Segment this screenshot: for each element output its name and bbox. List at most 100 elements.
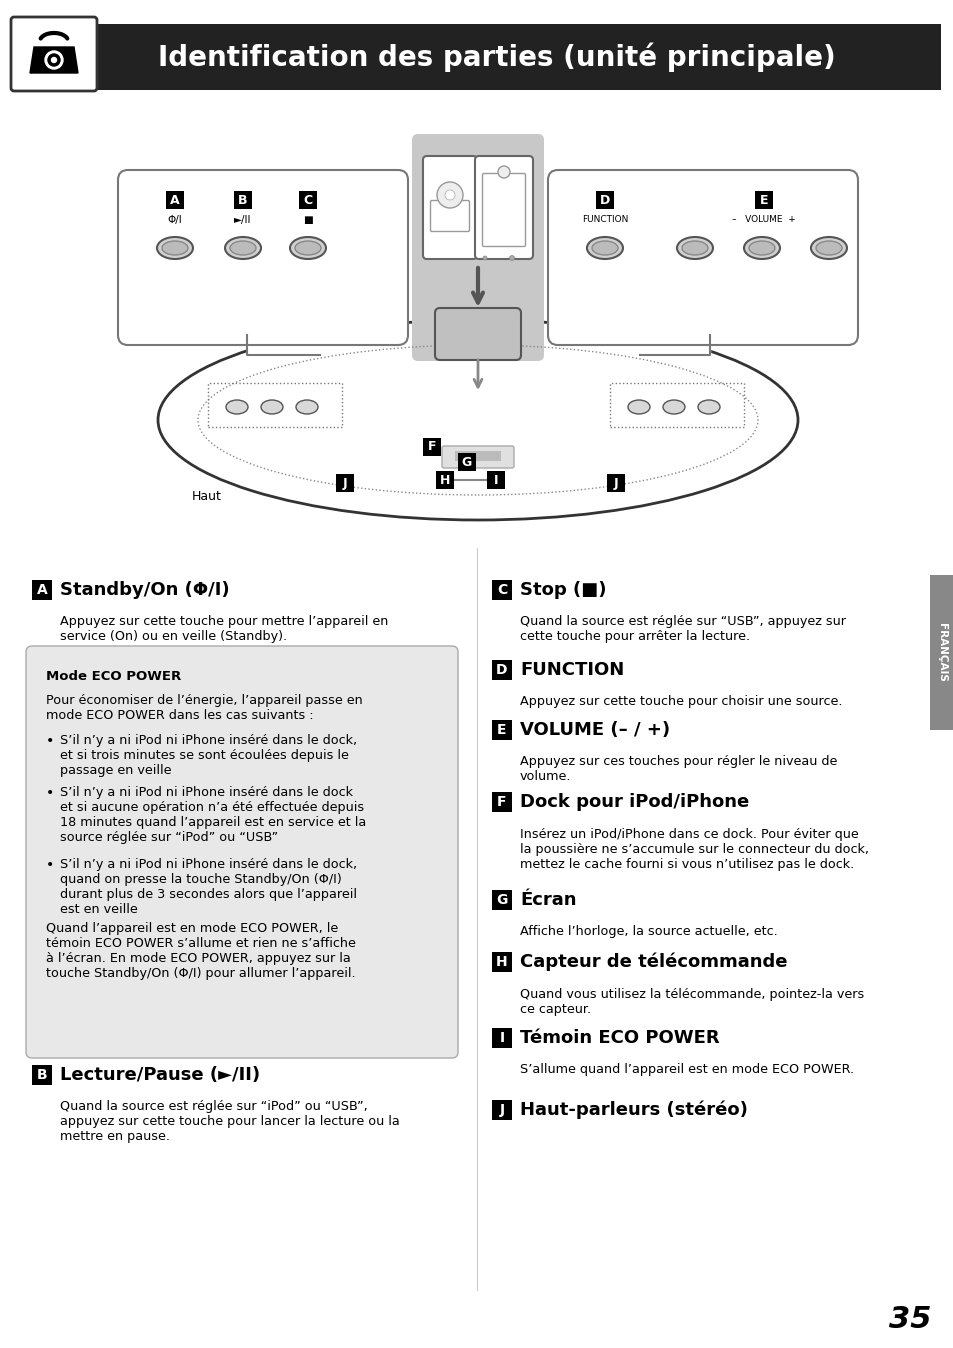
Ellipse shape	[162, 241, 188, 255]
FancyBboxPatch shape	[455, 452, 500, 461]
FancyBboxPatch shape	[430, 201, 469, 232]
FancyBboxPatch shape	[492, 720, 512, 740]
Text: Dock pour iPod/iPhone: Dock pour iPod/iPhone	[519, 793, 748, 811]
Text: D: D	[599, 194, 610, 206]
Text: S’il n’y a ni iPod ni iPhone inséré dans le dock,
et si trois minutes se sont éc: S’il n’y a ni iPod ni iPhone inséré dans…	[60, 735, 356, 776]
Text: J: J	[499, 1103, 504, 1117]
FancyBboxPatch shape	[486, 470, 504, 489]
Text: B: B	[36, 1068, 48, 1082]
FancyBboxPatch shape	[475, 156, 533, 259]
Text: H: H	[439, 473, 450, 487]
Ellipse shape	[677, 237, 712, 259]
Ellipse shape	[295, 400, 317, 414]
FancyBboxPatch shape	[492, 661, 512, 679]
Ellipse shape	[225, 237, 261, 259]
FancyBboxPatch shape	[412, 133, 543, 361]
Circle shape	[482, 256, 486, 260]
Polygon shape	[30, 47, 78, 73]
Circle shape	[444, 190, 455, 200]
Text: VOLUME (– / +): VOLUME (– / +)	[519, 721, 669, 739]
Text: Témoin ECO POWER: Témoin ECO POWER	[519, 1029, 719, 1047]
Text: •: •	[46, 786, 54, 799]
FancyBboxPatch shape	[118, 170, 408, 345]
Text: Insérez un iPod/iPhone dans ce dock. Pour éviter que
la poussière ne s’accumule : Insérez un iPod/iPhone dans ce dock. Pou…	[519, 828, 868, 871]
FancyBboxPatch shape	[606, 474, 624, 492]
Circle shape	[51, 58, 56, 62]
FancyBboxPatch shape	[422, 438, 440, 456]
FancyBboxPatch shape	[596, 191, 614, 209]
Text: Φ/I: Φ/I	[168, 214, 182, 225]
Text: Capteur de télécommande: Capteur de télécommande	[519, 953, 786, 972]
FancyBboxPatch shape	[492, 952, 512, 972]
Text: Écran: Écran	[519, 891, 576, 909]
FancyBboxPatch shape	[441, 446, 514, 468]
FancyBboxPatch shape	[547, 170, 857, 345]
Text: S’allume quand l’appareil est en mode ECO POWER.: S’allume quand l’appareil est en mode EC…	[519, 1064, 853, 1076]
Ellipse shape	[261, 400, 283, 414]
FancyBboxPatch shape	[492, 890, 512, 910]
Text: F: F	[427, 441, 436, 453]
Bar	[95, 24, 940, 90]
Text: Quand l’appareil est en mode ECO POWER, le
témoin ECO POWER s’allume et rien ne : Quand l’appareil est en mode ECO POWER, …	[46, 922, 355, 980]
Polygon shape	[247, 336, 319, 355]
FancyBboxPatch shape	[422, 156, 476, 259]
FancyBboxPatch shape	[492, 580, 512, 600]
Text: Lecture/Pause (►/II): Lecture/Pause (►/II)	[60, 1066, 260, 1084]
FancyBboxPatch shape	[11, 18, 97, 92]
Text: –   VOLUME  +: – VOLUME +	[731, 216, 795, 225]
Ellipse shape	[230, 241, 255, 255]
Text: E: E	[759, 194, 767, 206]
Text: A: A	[170, 194, 179, 206]
FancyBboxPatch shape	[32, 1065, 52, 1085]
Text: Appuyez sur ces touches pour régler le niveau de
volume.: Appuyez sur ces touches pour régler le n…	[519, 755, 837, 783]
FancyBboxPatch shape	[492, 1029, 512, 1047]
Text: Affiche l’horloge, la source actuelle, etc.: Affiche l’horloge, la source actuelle, e…	[519, 925, 777, 938]
Ellipse shape	[681, 241, 707, 255]
Ellipse shape	[226, 400, 248, 414]
Text: Standby/On (Φ/I): Standby/On (Φ/I)	[60, 581, 230, 599]
FancyBboxPatch shape	[492, 793, 512, 811]
Ellipse shape	[592, 241, 618, 255]
Text: J: J	[342, 476, 347, 489]
Text: B: B	[238, 194, 248, 206]
Text: H: H	[496, 954, 507, 969]
Bar	[929, 576, 953, 731]
Text: 35: 35	[888, 1305, 930, 1335]
Ellipse shape	[158, 319, 797, 520]
FancyBboxPatch shape	[492, 1100, 512, 1120]
Ellipse shape	[586, 237, 622, 259]
Text: D: D	[496, 663, 507, 677]
Ellipse shape	[698, 400, 720, 414]
Circle shape	[497, 166, 510, 178]
Text: Appuyez sur cette touche pour mettre l’appareil en
service (On) ou en veille (St: Appuyez sur cette touche pour mettre l’a…	[60, 615, 388, 643]
FancyBboxPatch shape	[233, 191, 252, 209]
Text: C: C	[303, 194, 313, 206]
Text: FUNCTION: FUNCTION	[581, 216, 627, 225]
Text: Mode ECO POWER: Mode ECO POWER	[46, 670, 181, 683]
Ellipse shape	[743, 237, 780, 259]
Ellipse shape	[815, 241, 841, 255]
Text: FRANÇAIS: FRANÇAIS	[936, 623, 946, 682]
Text: Identification des parties (unité principale): Identification des parties (unité princi…	[158, 42, 835, 71]
FancyBboxPatch shape	[435, 307, 520, 360]
Text: Stop (■): Stop (■)	[519, 581, 606, 599]
Circle shape	[509, 256, 514, 260]
FancyBboxPatch shape	[298, 191, 316, 209]
Text: ►/II: ►/II	[234, 214, 252, 225]
FancyBboxPatch shape	[436, 470, 454, 489]
Text: I: I	[499, 1031, 504, 1045]
Text: G: G	[496, 892, 507, 907]
Text: E: E	[497, 723, 506, 737]
Text: Haut: Haut	[192, 491, 222, 504]
Text: •: •	[46, 735, 54, 748]
Ellipse shape	[627, 400, 649, 414]
FancyBboxPatch shape	[32, 580, 52, 600]
Text: C: C	[497, 582, 507, 597]
Text: Pour économiser de l’énergie, l’appareil passe en
mode ECO POWER dans les cas su: Pour économiser de l’énergie, l’appareil…	[46, 694, 362, 723]
Circle shape	[48, 54, 60, 66]
FancyBboxPatch shape	[754, 191, 772, 209]
Text: G: G	[461, 456, 472, 469]
Text: Quand la source est réglée sur “USB”, appuyez sur
cette touche pour arrêter la l: Quand la source est réglée sur “USB”, ap…	[519, 615, 845, 643]
Text: Quand la source est réglée sur “iPod” ou “USB”,
appuyez sur cette touche pour la: Quand la source est réglée sur “iPod” ou…	[60, 1100, 399, 1143]
Text: J: J	[613, 476, 618, 489]
